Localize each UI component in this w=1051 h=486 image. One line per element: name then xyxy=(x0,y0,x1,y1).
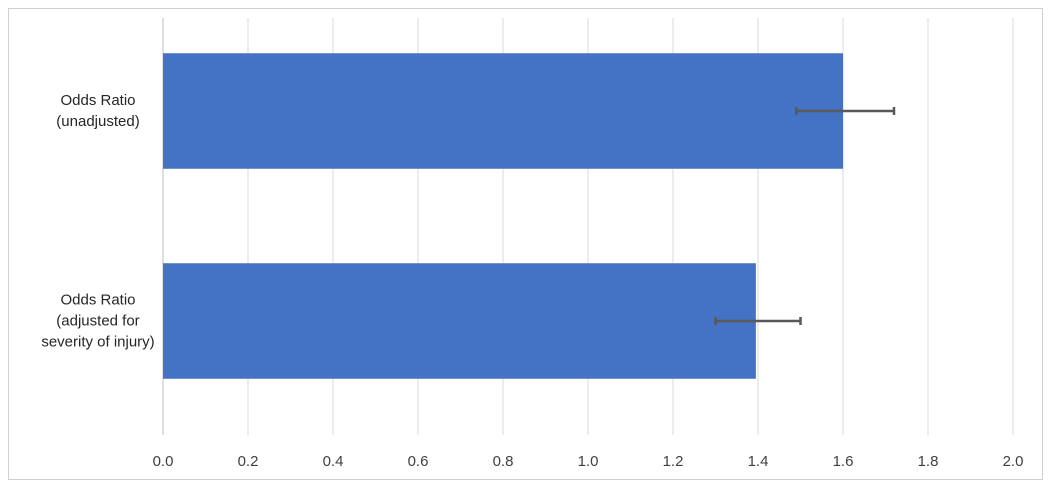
x-tick-label: 2.0 xyxy=(1003,453,1024,470)
x-tick-label: 1.4 xyxy=(748,453,769,470)
x-tick-label: 1.8 xyxy=(918,453,939,470)
error-bar xyxy=(714,317,802,325)
error-bar xyxy=(795,107,896,115)
x-tick-label: 0.4 xyxy=(323,453,344,470)
x-tick-label: 1.2 xyxy=(663,453,684,470)
y-tick-label: Odds Ratio (unadjusted) xyxy=(56,92,140,130)
x-tick-label: 0.2 xyxy=(238,453,259,470)
x-tick-label: 1.0 xyxy=(578,453,599,470)
x-tick-label: 0.6 xyxy=(408,453,429,470)
y-tick-label: Odds Ratio (adjusted for severity of inj… xyxy=(41,291,155,351)
x-tick-label: 0.8 xyxy=(493,453,514,470)
x-tick-label: 0.0 xyxy=(153,453,174,470)
bar xyxy=(163,53,843,169)
x-tick-label: 1.6 xyxy=(833,453,854,470)
bar xyxy=(163,263,756,379)
